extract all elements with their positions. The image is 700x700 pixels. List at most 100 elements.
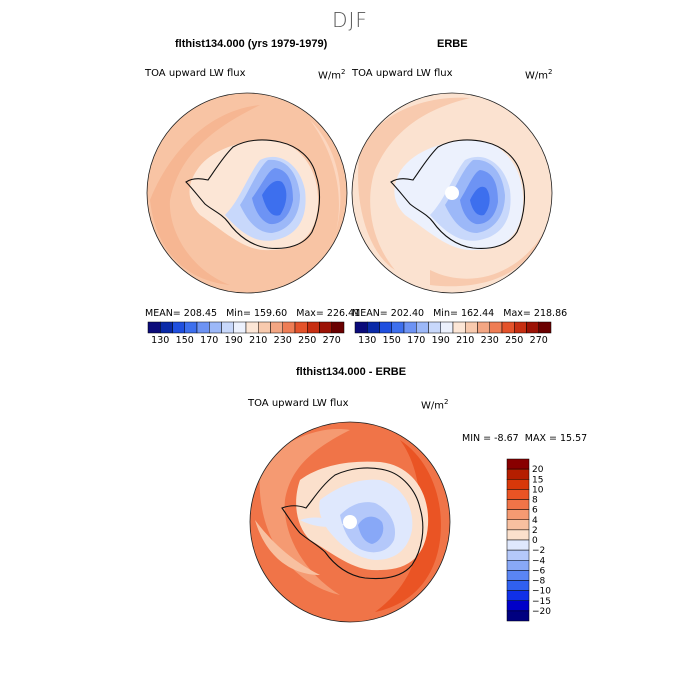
colorbar-erbe-swatch bbox=[538, 321, 552, 334]
colorbar-difference-swatch bbox=[506, 529, 530, 541]
colorbar-erbe-tick-label: 270 bbox=[530, 335, 548, 346]
colorbar-difference-tick-label: 10 bbox=[532, 485, 544, 495]
colorbar-erbe-swatch bbox=[501, 321, 515, 334]
map-difference bbox=[249, 421, 451, 623]
panel1-variable: TOA upward LW flux bbox=[145, 68, 246, 79]
colorbar-difference-tick-label: −15 bbox=[532, 597, 551, 607]
colorbar-model-swatch bbox=[331, 321, 345, 334]
colorbar-model-tick-label: 170 bbox=[200, 335, 218, 346]
colorbar-erbe-swatch bbox=[416, 321, 429, 334]
colorbar-difference-tick-label: −10 bbox=[532, 587, 551, 597]
colorbar-difference-swatch bbox=[506, 549, 530, 561]
colorbar-model-swatch bbox=[160, 321, 173, 334]
colorbar-model-swatch bbox=[209, 321, 222, 334]
colorbar-erbe-swatch bbox=[440, 321, 454, 334]
coastlines bbox=[185, 139, 526, 580]
colorbar-difference-swatch bbox=[506, 499, 530, 510]
panel1-units: W/m2 bbox=[318, 68, 346, 82]
colorbar-erbe-swatch bbox=[391, 321, 405, 334]
colorbar-model-swatch bbox=[196, 321, 210, 334]
colorbar-difference-tick-label: 4 bbox=[532, 516, 538, 526]
colorbar-model-tick-label: 210 bbox=[249, 335, 267, 346]
colorbar-model-swatch bbox=[319, 321, 332, 334]
colorbar-difference-swatch bbox=[506, 468, 530, 480]
colorbar-difference-swatch bbox=[506, 570, 530, 581]
colorbar-difference-tick-label: 0 bbox=[532, 536, 538, 546]
colorbar-model-swatch bbox=[258, 321, 271, 334]
panel2-min: 162.44 bbox=[460, 308, 495, 319]
colorbar-erbe-swatch bbox=[526, 321, 539, 334]
colorbar-erbe-tick-label: 190 bbox=[432, 335, 450, 346]
colorbar-difference-swatch bbox=[506, 509, 530, 520]
colorbar-difference-swatch bbox=[506, 560, 530, 571]
panel1-mean: 208.45 bbox=[183, 308, 218, 319]
colorbar-difference-swatch bbox=[506, 489, 530, 500]
colorbar-model-tick-label: 190 bbox=[225, 335, 243, 346]
colorbar-model-tick-label: 270 bbox=[323, 335, 341, 346]
colorbar-model-tick-label: 230 bbox=[274, 335, 292, 346]
diff-stats: MIN = -8.67 MAX = 15.57 bbox=[462, 433, 588, 444]
panel1-min: 159.60 bbox=[253, 308, 288, 319]
colorbar-erbe-tick-label: 230 bbox=[481, 335, 499, 346]
colorbar-model-swatch bbox=[184, 321, 198, 334]
colorbar-difference-swatch bbox=[506, 539, 530, 551]
colorbar-erbe-swatch bbox=[514, 321, 527, 334]
diff-min: -8.67 bbox=[494, 433, 519, 444]
panel1-stats: MEAN= 208.45 Min= 159.60 Max= 226.41 bbox=[145, 308, 361, 319]
colorbar-model-tick-label: 250 bbox=[298, 335, 316, 346]
panel1-title: flthist134.000 (yrs 1979-1979) bbox=[175, 38, 328, 50]
season-title: DJF bbox=[332, 8, 368, 32]
colorbar-difference-swatch bbox=[506, 600, 530, 612]
panel1-max: 226.41 bbox=[326, 308, 361, 319]
diff-max: 15.57 bbox=[559, 433, 588, 444]
diff-title: flthist134.000 - ERBE bbox=[296, 366, 407, 378]
colorbar-erbe-tick-label: 170 bbox=[407, 335, 425, 346]
panel2-stats: MEAN= 202.40 Min= 162.44 Max= 218.86 bbox=[352, 308, 568, 319]
colorbar-erbe-swatch bbox=[465, 321, 478, 334]
colorbar-difference-tick-label: 8 bbox=[532, 496, 538, 506]
colorbar-erbe-swatch bbox=[477, 321, 490, 334]
colorbar-erbe-swatch bbox=[379, 321, 392, 334]
colorbar-erbe-tick-label: 150 bbox=[383, 335, 401, 346]
colorbar-erbe-swatch bbox=[354, 321, 368, 334]
colorbar-model-swatch bbox=[172, 321, 185, 334]
colorbar-model: 130 150 170 190 210 230 250 270 bbox=[147, 321, 345, 346]
coastline-diff bbox=[281, 467, 424, 580]
colorbar-difference-swatch bbox=[506, 479, 530, 490]
panel2-title: ERBE bbox=[437, 38, 468, 50]
colorbar-model-swatch bbox=[307, 321, 320, 334]
colorbar-difference-tick-label: −4 bbox=[532, 556, 546, 566]
colorbar-difference-tick-label: −6 bbox=[532, 566, 546, 576]
coastline-erbe bbox=[390, 139, 526, 249]
colorbar-difference-tick-label: 6 bbox=[532, 506, 538, 516]
colorbar-difference-tick-label: −20 bbox=[532, 607, 551, 617]
colorbar-erbe: 130 150 170 190 210 230 250 270 bbox=[354, 321, 552, 346]
colorbar-erbe-swatch bbox=[489, 321, 503, 334]
colorbar-difference-swatch bbox=[506, 610, 530, 622]
diff-variable: TOA upward LW flux bbox=[248, 398, 349, 409]
colorbar-erbe-swatch bbox=[403, 321, 417, 334]
colorbar-difference-swatch bbox=[506, 590, 530, 601]
map-model bbox=[146, 92, 348, 294]
colorbar-model-tick-label: 130 bbox=[151, 335, 169, 346]
colorbar-erbe-tick-label: 210 bbox=[456, 335, 474, 346]
panel2-variable: TOA upward LW flux bbox=[352, 68, 453, 79]
diff-units: W/m2 bbox=[421, 398, 449, 412]
colorbar-difference-tick-label: −8 bbox=[532, 577, 546, 587]
map-erbe bbox=[351, 92, 553, 294]
colorbar-model-swatch bbox=[147, 321, 161, 334]
colorbar-difference-swatch bbox=[506, 458, 530, 470]
colorbar-difference-tick-label: −2 bbox=[532, 546, 545, 556]
colorbar-erbe-swatch bbox=[452, 321, 466, 334]
colorbar-model-swatch bbox=[221, 321, 234, 334]
coastline-model bbox=[185, 139, 321, 249]
colorbar-difference-tick-label: 2 bbox=[532, 526, 538, 536]
colorbar-erbe-tick-label: 130 bbox=[358, 335, 376, 346]
colorbar-difference-tick-label: 15 bbox=[532, 475, 543, 485]
colorbar-model-tick-label: 150 bbox=[176, 335, 194, 346]
colorbar-model-swatch bbox=[282, 321, 296, 334]
colorbar-difference-swatch bbox=[506, 580, 530, 591]
colorbar-erbe-swatch bbox=[367, 321, 380, 334]
